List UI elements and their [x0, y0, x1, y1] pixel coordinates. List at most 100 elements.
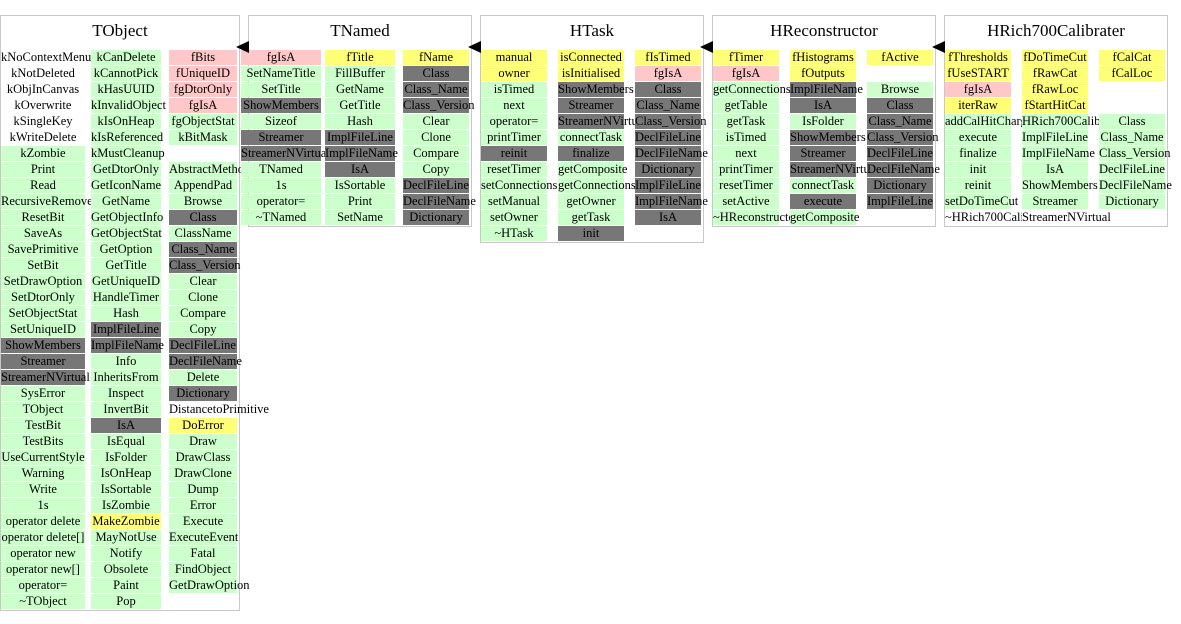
member-cell: fgIsA	[241, 50, 321, 65]
member-cell: setActive	[713, 194, 779, 209]
member-cell: Class_Version	[169, 258, 241, 273]
member-cell: SetBit	[1, 258, 85, 273]
member-cell: Browse	[867, 82, 933, 97]
member-cell: Class_Name	[635, 98, 701, 113]
member-cell: FindObject	[169, 562, 237, 577]
member-cell: Clone	[169, 290, 237, 305]
member-cell: Browse	[169, 194, 237, 209]
member-cell: kCannotPick	[91, 66, 161, 81]
member-column: fCalCat fCalLoc Class Class_Name Class_Versi…	[1099, 50, 1172, 210]
member-column: fActive Browse Class Class_Name Class_Versio…	[867, 50, 940, 210]
member-cell: Dictionary	[169, 386, 237, 401]
member-cell: Notify	[91, 546, 161, 561]
member-cell: addCalHitCharge	[945, 114, 1033, 129]
member-column: kCanDelete kCannotPick kHasUUID kInvalidObj…	[91, 50, 166, 610]
member-cell: operator delete	[1, 514, 85, 529]
member-cell: Class	[1099, 114, 1165, 129]
member-cell: SetDrawOption	[1, 274, 85, 289]
member-cell: getComposite	[790, 210, 860, 225]
member-cell: Class	[635, 82, 701, 97]
member-cell: kWriteDelete	[1, 130, 85, 145]
member-cell: GetName	[91, 194, 161, 209]
member-cell: ImplFileLine	[1022, 130, 1088, 145]
member-cell: connectTask	[558, 130, 624, 145]
member-cell: ResetBit	[1, 210, 85, 225]
member-cell: FillBuffer	[325, 66, 395, 81]
member-cell: kBitMask	[169, 130, 237, 145]
member-cell: fOutputs	[790, 66, 856, 81]
member-cell: ImplFileName	[1022, 146, 1095, 161]
member-cell: init	[945, 162, 1011, 177]
member-cell: finalize	[558, 146, 624, 161]
member-column: fName Class Class_Name Class_Version Clear Cl…	[403, 50, 476, 226]
member-cell: operator=	[481, 114, 547, 129]
member-cell: DeclFileLine	[169, 338, 237, 353]
member-cell: reinit	[481, 146, 547, 161]
member-cell: GetObjectStat	[91, 226, 162, 241]
member-cell: kObjInCanvas	[1, 82, 85, 97]
member-cell: connectTask	[790, 178, 856, 193]
member-cell: Class_Name	[867, 114, 933, 129]
member-cell	[1099, 82, 1165, 97]
member-cell: Class_Version	[403, 98, 475, 113]
member-cell: HRich700Calibrater	[1022, 114, 1124, 129]
member-cell: printTimer	[713, 162, 779, 177]
member-cell: IsA	[91, 418, 161, 433]
member-cell: SetName	[325, 210, 395, 225]
member-cell: IsA	[790, 98, 856, 113]
member-cell: DeclFileLine	[1099, 162, 1165, 177]
member-cell: getComposite	[558, 162, 628, 177]
inheritance-arrow	[700, 41, 713, 53]
member-cell: Clear	[403, 114, 469, 129]
member-cell: DrawClone	[169, 466, 237, 481]
member-cell: operator delete[]	[1, 530, 85, 545]
member-cell: ~TObject	[1, 594, 85, 609]
member-cell: GetObjectInfo	[91, 210, 164, 225]
member-cell: fUseSTART	[945, 66, 1011, 81]
member-cell: Class_Version	[635, 114, 707, 129]
member-column: fTitle FillBuffer GetName GetTitle Hash ImplF…	[325, 50, 398, 226]
member-cell: GetTitle	[91, 258, 161, 273]
member-cell: Draw	[169, 434, 237, 449]
member-cell: DrawClass	[169, 450, 237, 465]
member-cell: ClassName	[169, 226, 237, 241]
member-cell: Dictionary	[635, 162, 701, 177]
member-cell: fTitle	[325, 50, 395, 65]
member-cell: Pop	[91, 594, 161, 609]
member-cell: ~HTask	[481, 226, 547, 241]
member-cell: fIsTimed	[635, 50, 701, 65]
member-cell: GetDrawOption	[169, 578, 250, 593]
member-cell: ImplFileLine	[325, 130, 395, 145]
member-column: fTimer fgIsA getConnections getTable getTask…	[713, 50, 799, 226]
member-cell: Streamer	[1022, 194, 1088, 209]
member-cell: IsZombie	[91, 498, 161, 513]
member-cell: SetTitle	[241, 82, 321, 97]
member-cell: getConnections	[558, 178, 636, 193]
member-cell: ShowMembers	[558, 82, 634, 97]
member-cell: SavePrimitive	[1, 242, 85, 257]
member-cell: StreamerNVirtual	[241, 146, 330, 161]
member-cell: IsA	[635, 210, 701, 225]
member-cell: Print	[325, 194, 395, 209]
member-cell: next	[713, 146, 779, 161]
member-cell: kSingleKey	[1, 114, 85, 129]
class-box-tnamed: TNamed fgIsA SetNameTitle SetTitle ShowMembe…	[241, 15, 476, 227]
member-cell: kOverwrite	[1, 98, 85, 113]
member-cell: resetTimer	[481, 162, 547, 177]
member-cell: isInitialised	[558, 66, 624, 81]
member-cell: SysError	[1, 386, 85, 401]
member-cell: ImplFileName	[635, 194, 708, 209]
member-cell: Paint	[91, 578, 161, 593]
member-cell: DeclFileName	[403, 194, 476, 209]
member-cell: InvertBit	[91, 402, 161, 417]
member-cell: execute	[790, 194, 856, 209]
member-cell: Streamer	[558, 98, 624, 113]
member-cell: MayNotUse	[91, 530, 161, 545]
member-cell: DeclFileName	[1099, 178, 1172, 193]
member-cell: Class_Name	[169, 242, 237, 257]
member-cell: finalize	[945, 146, 1011, 161]
member-cell: DeclFileName	[169, 354, 242, 369]
member-cell: ShowMembers	[241, 98, 321, 113]
member-cell: StreamerNVirtual	[558, 114, 647, 129]
member-cell: fRawCat	[1022, 66, 1088, 81]
